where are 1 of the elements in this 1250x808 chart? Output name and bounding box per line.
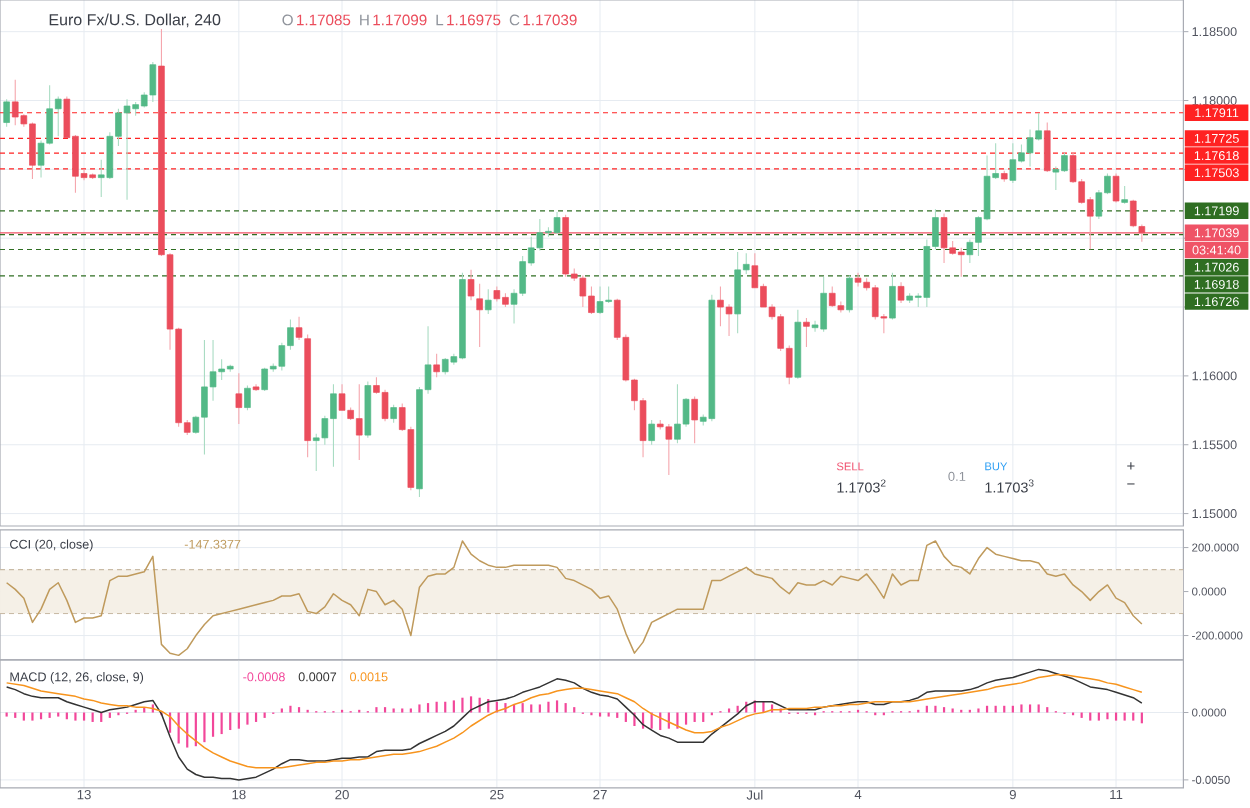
text: Euro Fx/U.S. Dollar, 240: [49, 13, 221, 28]
